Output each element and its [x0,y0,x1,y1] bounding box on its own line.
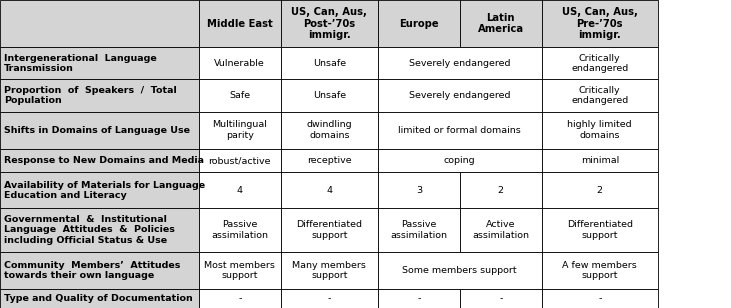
Bar [199,209,281,252]
Bar [0,289,199,308]
Text: Unsafe: Unsafe [313,59,346,68]
Text: minimal: minimal [580,156,619,165]
Text: Europe: Europe [399,18,439,29]
Text: dwindling
domains: dwindling domains [306,120,352,140]
Text: 2: 2 [498,186,504,195]
Text: Passive
assimilation: Passive assimilation [390,220,447,240]
Text: Intergenerational  Language
Transmission: Intergenerational Language Transmission [4,54,156,73]
Text: Active
assimilation: Active assimilation [472,220,529,240]
Bar [0,79,199,111]
Bar [281,79,378,111]
Bar [281,47,378,79]
Bar [378,148,542,172]
Bar [378,252,542,289]
Bar [0,47,199,79]
Text: US, Can, Aus,
Post-’70s
immigr.: US, Can, Aus, Post-’70s immigr. [292,7,367,40]
Bar [0,252,199,289]
Bar [460,0,542,47]
Bar [542,172,658,209]
Bar [199,47,281,79]
Bar [0,111,199,148]
Text: Availability of Materials for Language
Education and Literacy: Availability of Materials for Language E… [4,181,205,200]
Bar [460,172,542,209]
Bar [281,209,378,252]
Bar [199,0,281,47]
Bar [199,111,281,148]
Text: Severely endangered: Severely endangered [409,91,510,100]
Bar [199,148,281,172]
Text: 2: 2 [596,186,603,195]
Bar [378,79,542,111]
Bar [281,111,378,148]
Bar [0,148,199,172]
Text: -: - [499,294,502,303]
Bar [542,148,658,172]
Text: -: - [327,294,331,303]
Text: limited or formal domains: limited or formal domains [398,126,521,135]
Text: Type and Quality of Documentation: Type and Quality of Documentation [4,294,192,303]
Text: Differentiated
support: Differentiated support [567,220,633,240]
Bar [542,47,658,79]
Bar [460,209,542,252]
Text: receptive: receptive [307,156,352,165]
Bar [542,252,658,289]
Text: Multilingual
parity: Multilingual parity [212,120,268,140]
Bar [542,79,658,111]
Bar [378,172,460,209]
Bar [199,172,281,209]
Bar [378,47,542,79]
Text: Shifts in Domains of Language Use: Shifts in Domains of Language Use [4,126,189,135]
Bar [281,0,378,47]
Text: Governmental  &  Institutional
Language  Attitudes  &  Policies
including Offici: Governmental & Institutional Language At… [4,215,175,245]
Text: Most members
support: Most members support [205,261,275,280]
Text: Severely endangered: Severely endangered [409,59,510,68]
Bar [378,209,460,252]
Text: -: - [598,294,602,303]
Text: Community  Members’  Attitudes
towards their own language: Community Members’ Attitudes towards the… [4,261,180,280]
Bar [542,209,658,252]
Bar [542,0,658,47]
Text: -: - [238,294,241,303]
Text: Many members
support: Many members support [292,261,366,280]
Text: Some members support: Some members support [403,266,517,275]
Bar [542,111,658,148]
Bar [542,289,658,308]
Text: Critically
endangered: Critically endangered [571,54,629,73]
Text: Differentiated
support: Differentiated support [296,220,363,240]
Text: Response to New Domains and Media: Response to New Domains and Media [4,156,204,165]
Text: 4: 4 [237,186,243,195]
Text: -: - [417,294,420,303]
Text: Middle East: Middle East [207,18,273,29]
Bar [199,289,281,308]
Text: robust/active: robust/active [208,156,271,165]
Text: coping: coping [444,156,476,165]
Text: 4: 4 [326,186,333,195]
Text: Critically
endangered: Critically endangered [571,86,629,105]
Text: A few members
support: A few members support [562,261,637,280]
Bar [378,111,542,148]
Text: 3: 3 [416,186,422,195]
Bar [0,0,199,47]
Text: Vulnerable: Vulnerable [214,59,265,68]
Bar [378,0,460,47]
Text: Latin
America: Latin America [477,13,524,34]
Text: Unsafe: Unsafe [313,91,346,100]
Bar [199,79,281,111]
Bar [460,289,542,308]
Bar [378,289,460,308]
Bar [0,172,199,209]
Text: Safe: Safe [230,91,250,100]
Bar [199,252,281,289]
Bar [281,289,378,308]
Bar [0,209,199,252]
Bar [281,252,378,289]
Bar [281,172,378,209]
Text: Passive
assimilation: Passive assimilation [211,220,268,240]
Text: Proportion  of  Speakers  /  Total
Population: Proportion of Speakers / Total Populatio… [4,86,176,105]
Text: US, Can, Aus,
Pre-’70s
immigr.: US, Can, Aus, Pre-’70s immigr. [562,7,637,40]
Bar [281,148,378,172]
Text: highly limited
domains: highly limited domains [567,120,632,140]
